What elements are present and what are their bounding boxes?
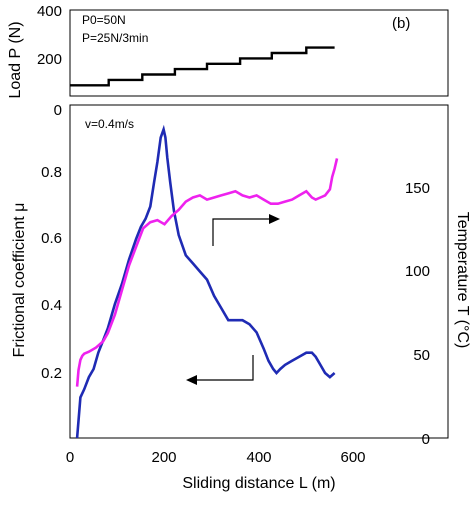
x-tick-0: 0 [66,449,74,466]
friction-axis-arrowhead [186,375,197,385]
load-series-line [70,46,335,87]
main-panel-frame [69,104,449,439]
temp-tick-100: 100 [405,263,430,280]
temp-tick-50: 50 [413,347,430,364]
temperature-axis-arrowhead [269,214,280,224]
load-annotation-p0: P0=50N [82,13,126,27]
x-tick-200: 200 [151,449,176,466]
load-y-tick-0: 0 [54,102,62,119]
load-y-tick-200: 200 [37,51,62,68]
temp-axis-title: Temperature T (°C) [454,212,471,349]
mu-tick-0.6: 0.6 [41,230,62,247]
speed-annotation: v=0.4m/s [85,117,134,131]
mu-tick-0.2: 0.2 [41,365,62,382]
load-y-axis-title: Load P (N) [7,21,24,98]
load-y-tick-400: 400 [37,3,62,20]
panel-label: (b) [392,15,410,32]
friction-series-line [75,124,336,439]
x-axis-title: Sliding distance L (m) [182,475,335,492]
temperature-series-line [75,158,339,387]
temperature-axis-arrow [212,218,276,246]
mu-axis-title: Frictional coefficient μ [11,203,28,358]
mu-tick-0.8: 0.8 [41,164,62,181]
temp-tick-0: 0 [422,431,430,448]
x-tick-400: 400 [246,449,271,466]
temp-tick-150: 150 [405,180,430,197]
mu-tick-0.4: 0.4 [41,297,62,314]
x-tick-600: 600 [340,449,365,466]
load-annotation-rate: P=25N/3min [82,31,148,45]
load-panel-frame [69,9,449,97]
friction-axis-arrow [192,355,254,381]
